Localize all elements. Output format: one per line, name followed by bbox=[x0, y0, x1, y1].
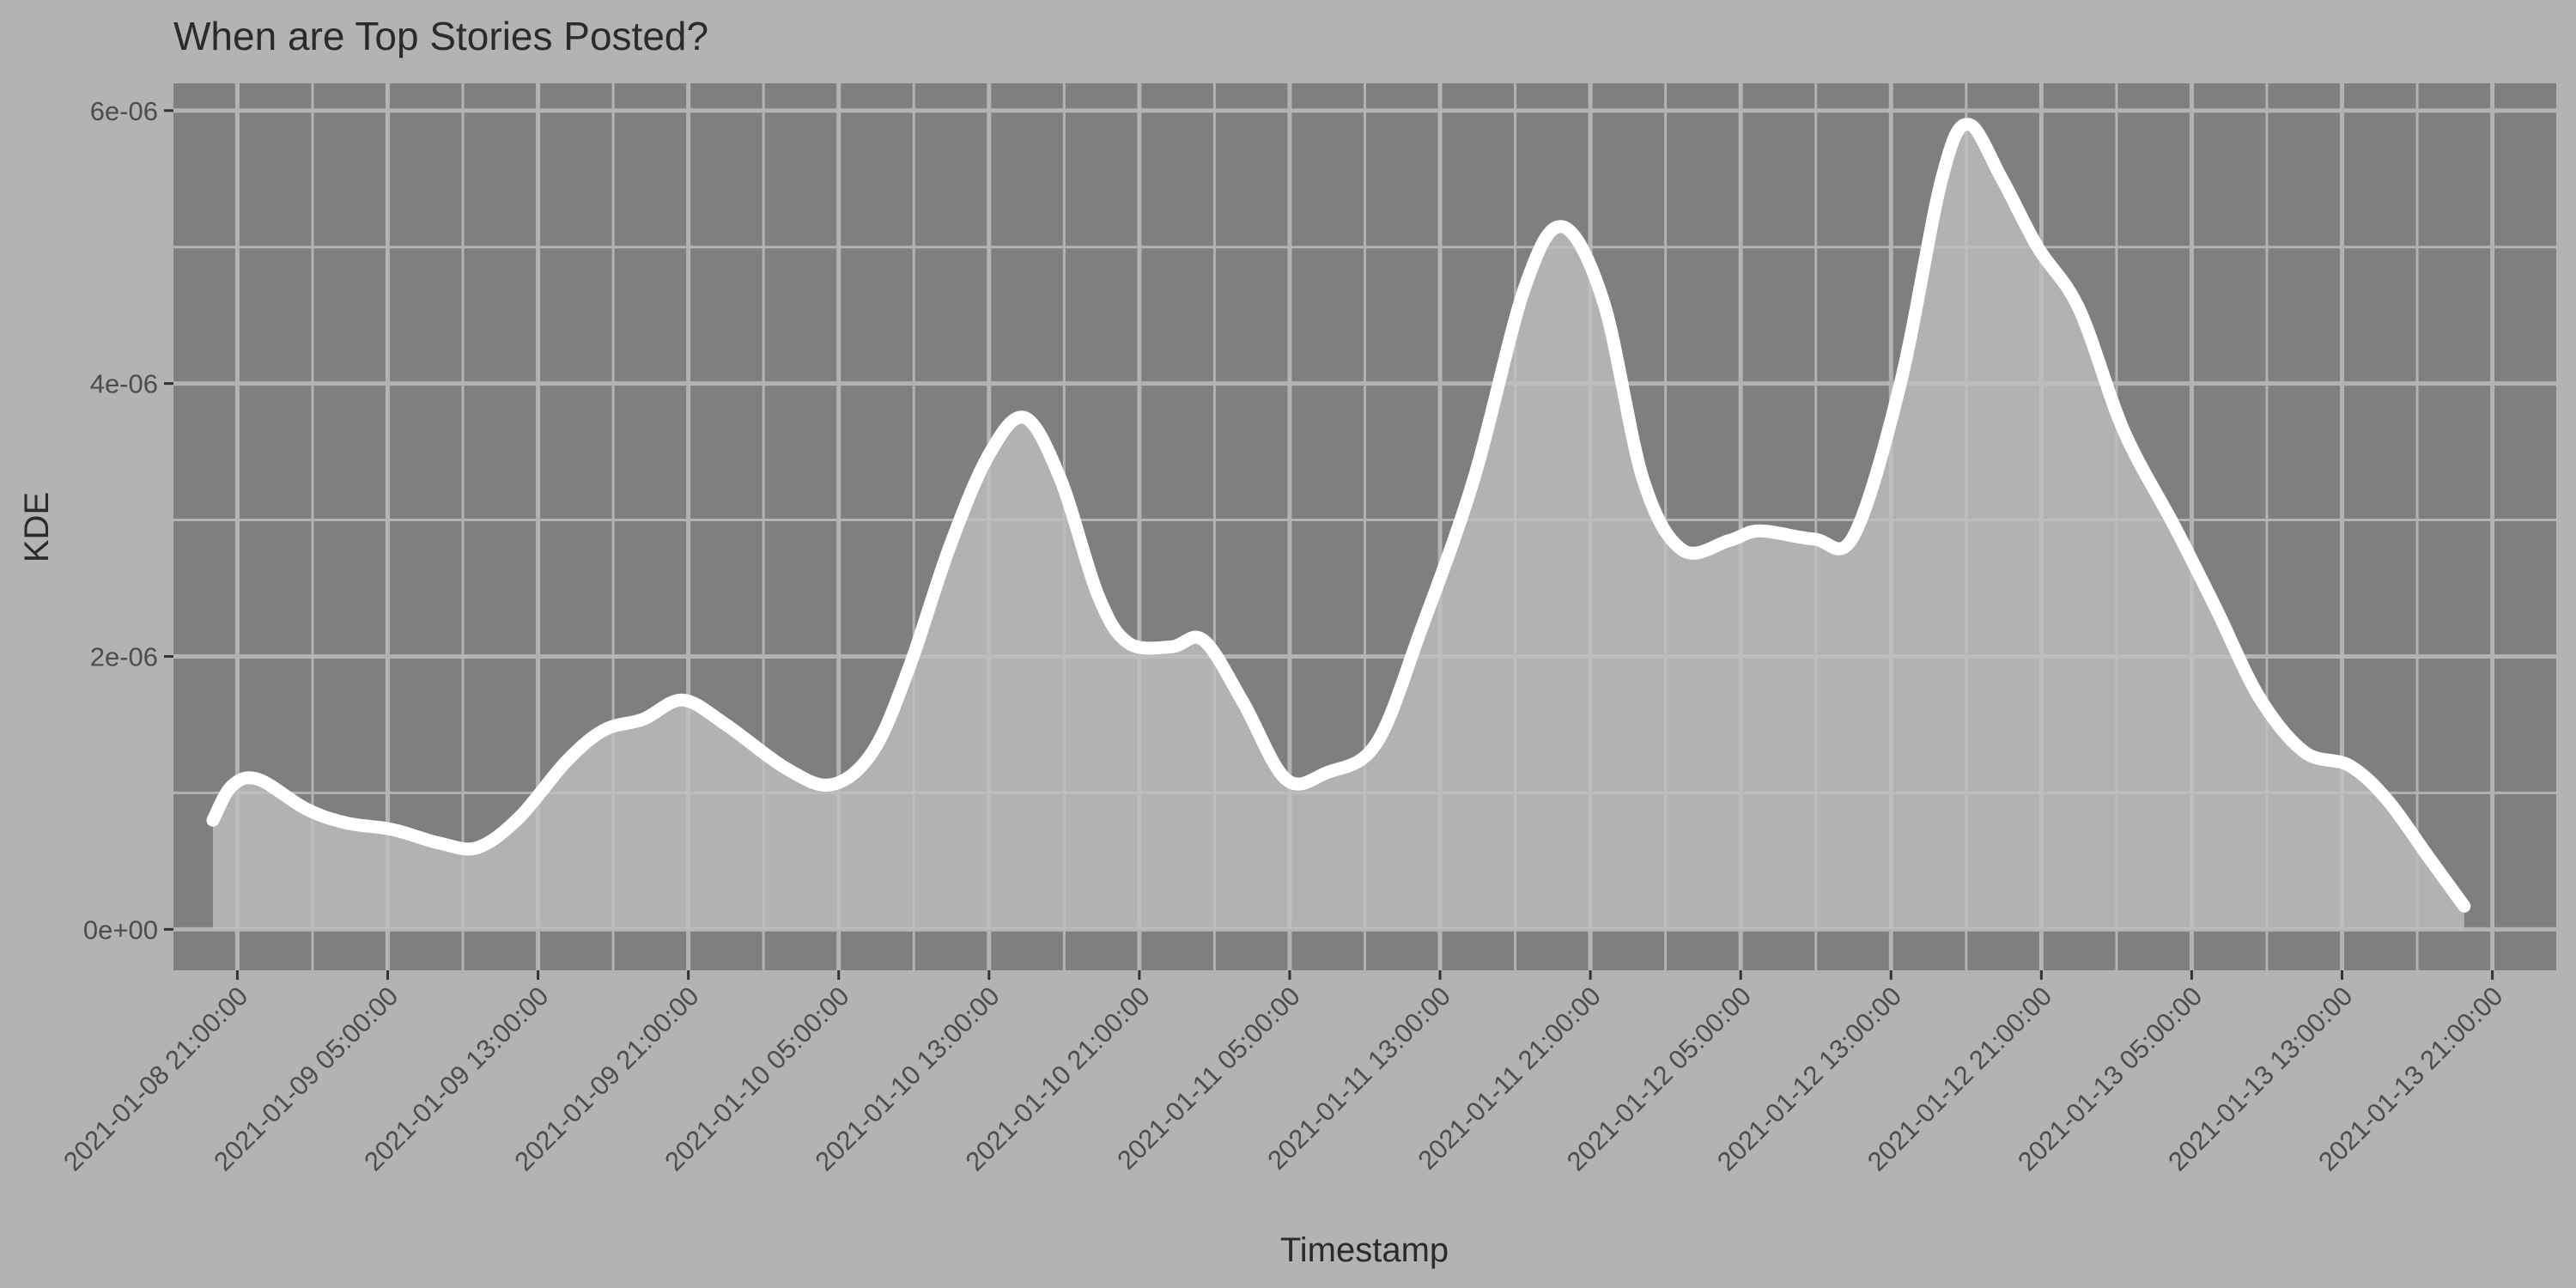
y-tick-label: 6e-06 bbox=[90, 96, 158, 126]
density-area bbox=[213, 124, 2464, 930]
density-line bbox=[206, 118, 2471, 913]
y-tick-label: 0e+00 bbox=[83, 914, 158, 945]
x-axis-title: Timestamp bbox=[1280, 1231, 1449, 1269]
y-tick-label: 4e-06 bbox=[90, 369, 158, 399]
chart-title: When are Top Stories Posted? bbox=[173, 14, 708, 58]
y-axis: 0e+00 2e-06 4e-06 6e-06 bbox=[83, 96, 173, 945]
y-tick-label: 2e-06 bbox=[90, 641, 158, 671]
y-axis-title: KDE bbox=[18, 492, 56, 562]
